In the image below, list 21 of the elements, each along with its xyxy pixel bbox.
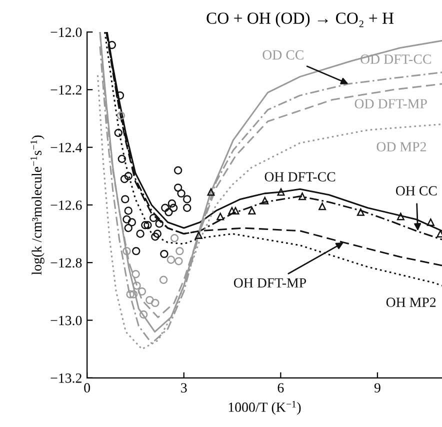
annotation: OH CC	[396, 186, 437, 196]
y-tick-label: −12.8	[50, 258, 82, 268]
annotation: OH DFT-CC	[264, 172, 336, 182]
annotation: OD CC	[262, 50, 304, 60]
annotation: OD MP2	[376, 142, 426, 152]
chart-title: CO + OH (OD) → CO₂ + H	[206, 12, 394, 28]
x-tick-label: 6	[278, 383, 284, 393]
x-tick-label: 3	[181, 383, 187, 393]
x-axis-title: 1000/T (K$^{−1}$)	[228, 400, 301, 415]
y-tick-label: −12.6	[50, 200, 82, 210]
y-tick-label: −12.0	[50, 28, 82, 38]
y-tick-label: −13.0	[50, 316, 82, 326]
x-tick-label: 0	[84, 383, 90, 393]
annotation: OH DFT-MP	[234, 278, 306, 288]
x-tick-label: 9	[374, 383, 380, 393]
y-tick-label: −12.4	[50, 142, 82, 152]
annotation: OH MP2	[386, 298, 436, 307]
y-axis-title: log(k /cm³molecule$^{−1}$s$^{−1}$)	[30, 135, 44, 275]
annotation: OD DFT-MP	[354, 99, 427, 108]
y-tick-label: −12.2	[50, 85, 82, 95]
y-tick-label: −13.2	[50, 374, 82, 383]
